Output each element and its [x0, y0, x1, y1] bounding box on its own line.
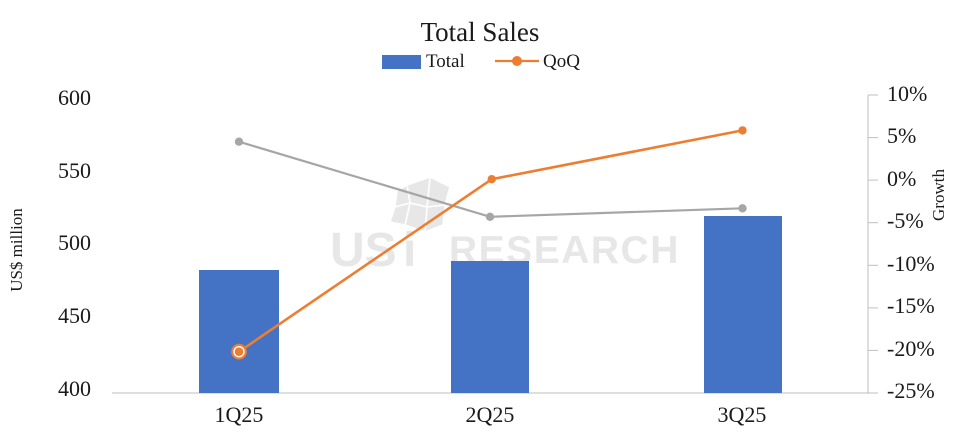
svg-text:550: 550: [58, 158, 91, 183]
svg-text:-15%: -15%: [887, 293, 935, 318]
svg-text:Total: Total: [426, 51, 465, 72]
svg-text:450: 450: [58, 303, 91, 328]
svg-text:3Q25: 3Q25: [718, 402, 767, 427]
svg-text:-20%: -20%: [887, 336, 935, 361]
svg-text:-25%: -25%: [887, 378, 935, 403]
svg-text:0%: 0%: [887, 166, 916, 191]
svg-text:Growth: Growth: [929, 169, 948, 221]
svg-text:400: 400: [58, 376, 91, 401]
svg-text:5%: 5%: [887, 123, 916, 148]
svg-text:Total Sales: Total Sales: [421, 17, 540, 47]
svg-text:QoQ: QoQ: [543, 51, 580, 72]
svg-text:1Q25: 1Q25: [215, 402, 264, 427]
svg-text:2Q25: 2Q25: [466, 402, 515, 427]
svg-text:US$ million: US$ million: [7, 208, 26, 292]
svg-text:10%: 10%: [887, 81, 927, 106]
svg-text:500: 500: [58, 230, 91, 255]
svg-text:600: 600: [58, 85, 91, 110]
svg-text:-10%: -10%: [887, 251, 935, 276]
svg-text:-5%: -5%: [887, 208, 924, 233]
